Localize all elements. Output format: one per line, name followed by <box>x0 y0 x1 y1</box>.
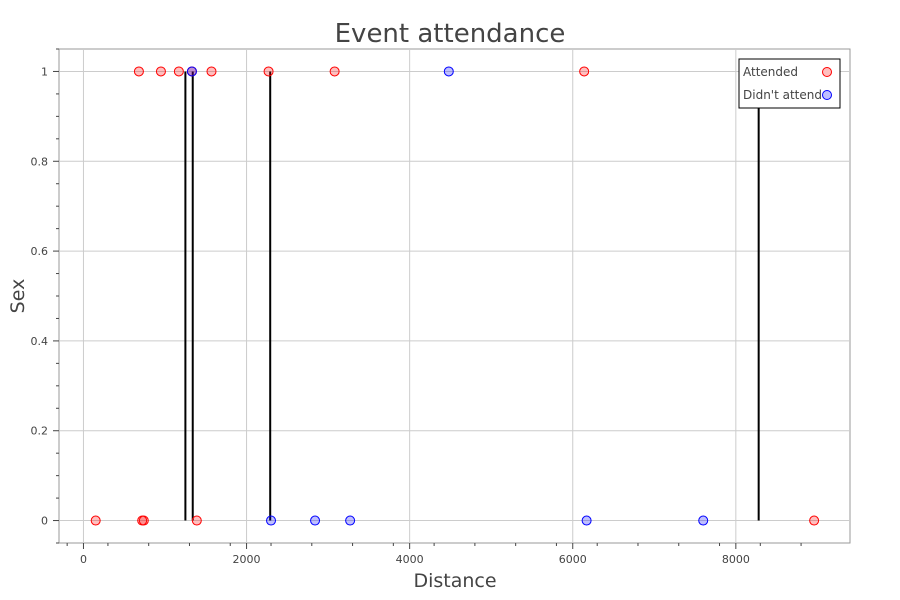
point-attended <box>263 66 274 77</box>
point-attended <box>191 515 202 526</box>
y-tick-label: 0.8 <box>31 155 49 168</box>
x-tick-label: 6000 <box>559 553 587 566</box>
chart-title: Event attendance <box>335 19 566 49</box>
y-tick-label: 1 <box>41 65 48 78</box>
y-tick-label: 0.4 <box>31 335 49 348</box>
legend-label-attended: Attended <box>743 65 798 79</box>
point-attended <box>138 515 149 526</box>
point-didnt-attend <box>266 515 277 526</box>
vertical-lines <box>184 71 760 521</box>
legend-marker-didnt-attend <box>822 90 832 100</box>
y-axis-label: Sex <box>7 279 29 314</box>
point-attended <box>809 515 820 526</box>
point-attended <box>206 66 217 77</box>
legend: Attended Didn't attend <box>738 58 841 109</box>
y-tick-label: 0.2 <box>31 425 49 438</box>
x-axis-label: Distance <box>413 570 496 592</box>
y-tick-label: 0 <box>41 515 48 528</box>
point-attended <box>155 66 166 77</box>
point-attended <box>90 515 101 526</box>
legend-box <box>738 58 841 109</box>
legend-label-didnt-attend: Didn't attend <box>743 88 822 102</box>
point-attended <box>329 66 340 77</box>
point-didnt-attend <box>443 66 454 77</box>
axis-ticks: 0 2000 4000 6000 8000 0 0.2 0.4 0.6 0.8 1 <box>31 48 802 566</box>
point-attended <box>133 66 144 77</box>
x-tick-label: 2000 <box>233 553 261 566</box>
point-didnt-attend <box>310 515 321 526</box>
plot-area <box>58 48 851 544</box>
point-attended <box>173 66 184 77</box>
point-didnt-attend <box>186 66 197 77</box>
x-tick-label: 4000 <box>396 553 424 566</box>
point-didnt-attend <box>345 515 356 526</box>
point-didnt-attend <box>581 515 592 526</box>
y-tick-label: 0.6 <box>31 245 49 258</box>
data-points <box>90 66 820 526</box>
point-attended <box>579 66 590 77</box>
legend-marker-attended <box>822 67 832 77</box>
x-tick-label: 0 <box>80 553 87 566</box>
grid <box>59 49 850 543</box>
x-tick-label: 8000 <box>722 553 750 566</box>
point-didnt-attend <box>698 515 709 526</box>
